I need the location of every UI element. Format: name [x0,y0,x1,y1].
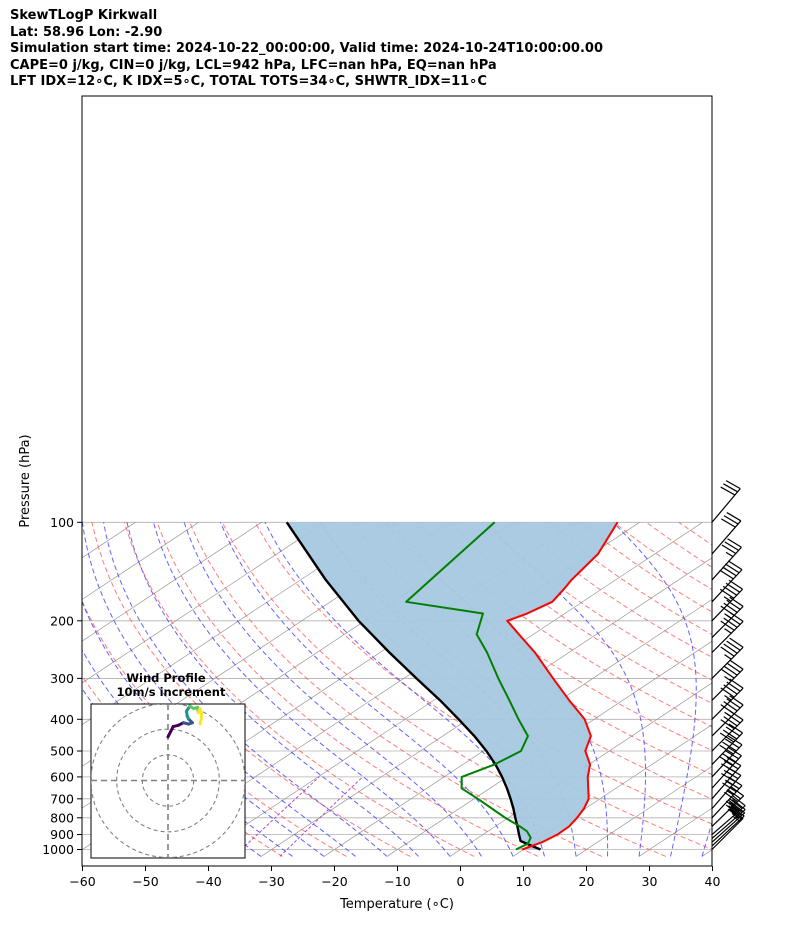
wind-barb [711,805,745,847]
chart-header: SkewTLogP Kirkwall Lat: 58.96 Lon: -2.90… [10,8,603,91]
dry-adiabat [744,522,794,856]
isotherm-line [82,522,325,684]
hodograph-trace-segment [198,717,203,726]
moist-adiabat [612,521,697,857]
dry-adiabat [580,521,712,613]
wind-barb [711,512,742,555]
moist-adiabat [220,522,514,857]
isotherm-line [82,522,199,600]
y-tick-label: 100 [50,515,74,530]
isotherm-line [765,522,794,856]
wind-barb [711,538,742,581]
moist-adiabat [152,522,451,857]
dry-adiabat [221,522,667,857]
wind-barb [711,560,743,603]
cape-shading [286,522,618,850]
index-line: LFT IDX=12∘C, K IDX=5∘C, TOTAL TOTS=34∘C… [10,74,487,90]
x-tick-label: −60 [69,874,95,889]
wind-barb [711,695,744,737]
y-tick-label: 700 [50,791,74,806]
y-axis-label: Pressure (hPa) [18,434,33,527]
dry-adiabat [645,521,712,568]
y-tick-label: 200 [50,613,74,628]
dewpoint-profile [405,521,532,851]
x-tick-label: 0 [457,874,465,889]
y-tick-label: 300 [50,671,74,686]
x-tick-label: −20 [321,874,347,889]
wind-barb [711,659,744,701]
isotherm-line [323,599,712,857]
isotherm-line [82,522,262,642]
x-tick-label: 30 [642,874,658,889]
dry-adiabat [123,522,475,857]
wind-barb [711,723,743,765]
wind-barb [711,637,744,679]
isotherm-line [0,522,10,856]
cape-cin-area [286,522,618,850]
moist-adiabat [126,522,419,857]
wind-barbs [711,480,746,850]
cape-line: CAPE=0 j/kg, CIN=0 j/kg, LCL=942 hPa, LF… [10,57,497,73]
time-line: Simulation start time: 2024-10-22_00:00:… [10,41,603,57]
dry-adiabat [777,522,794,856]
hodograph-title: Wind Profile [126,671,206,685]
wind-barb [711,579,743,622]
wind-barb [711,746,742,789]
y-tick-label: 1000 [42,842,74,857]
x-tick-label: −50 [132,874,158,889]
dry-adiabat [189,522,603,857]
x-tick-label: 20 [579,874,595,889]
y-tick-label: 400 [50,712,74,727]
isotherm-line [82,522,388,726]
moist-adiabat [183,522,482,857]
moist-adiabat [103,522,388,857]
x-tick-label: 40 [705,874,721,889]
location-line: Lat: 58.96 Lon: -2.90 [10,24,163,40]
profile-lines [285,521,619,851]
dry-adiabat [482,521,712,681]
dry-adiabat [613,521,712,591]
y-tick-label: 600 [50,769,74,784]
isotherm-line [701,849,712,857]
hodograph-inset: Wind Profile 10m/s increment [90,671,246,859]
x-tick-label: −40 [195,874,221,889]
parcel-profile [285,521,541,851]
dry-adiabat [156,522,539,857]
dry-adiabat [352,521,712,776]
x-tick-label: −10 [384,874,410,889]
y-tick-label: 500 [50,744,74,759]
dry-adiabat [254,522,712,850]
isotherm-line [575,765,712,857]
x-axis-label: Temperature (∘C) [339,897,454,912]
x-tick-label: 10 [516,874,532,889]
y-tick-label: 900 [50,827,74,842]
chart-title: SkewTLogP Kirkwall [10,8,158,23]
dry-adiabat [384,521,712,752]
hodograph-subtitle: 10m/s increment [117,685,226,699]
wind-barb [711,480,741,523]
isotherm-line [638,807,712,857]
isotherm-line [512,724,712,857]
y-tick-label: 800 [50,810,74,825]
dry-adiabat [91,522,411,857]
temperature-profile [506,521,619,851]
x-tick-label: −30 [258,874,284,889]
wind-barb [711,596,744,638]
moist-adiabat [701,820,712,857]
dry-adiabat [417,521,712,728]
mixing-ratio-line [279,776,364,857]
